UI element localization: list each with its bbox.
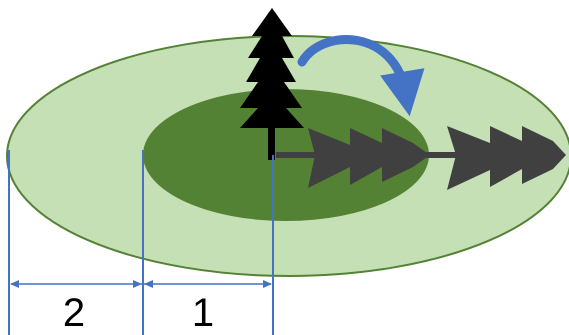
dimension-arrow-inner-right: [133, 280, 142, 288]
dimension-label-inner: 1: [192, 291, 214, 335]
standing-tree-icon: [240, 8, 304, 160]
dimension-arrow-left: [10, 280, 19, 288]
curved-arrow-icon: [297, 35, 425, 117]
fallen-tree-outer-icon: [447, 126, 566, 190]
dimension-label-outer: 2: [63, 291, 85, 335]
dimension-arrow-right: [263, 280, 272, 288]
dimension-arrow-inner-left: [144, 280, 153, 288]
fallen-tree-inner-icon: [308, 128, 430, 188]
